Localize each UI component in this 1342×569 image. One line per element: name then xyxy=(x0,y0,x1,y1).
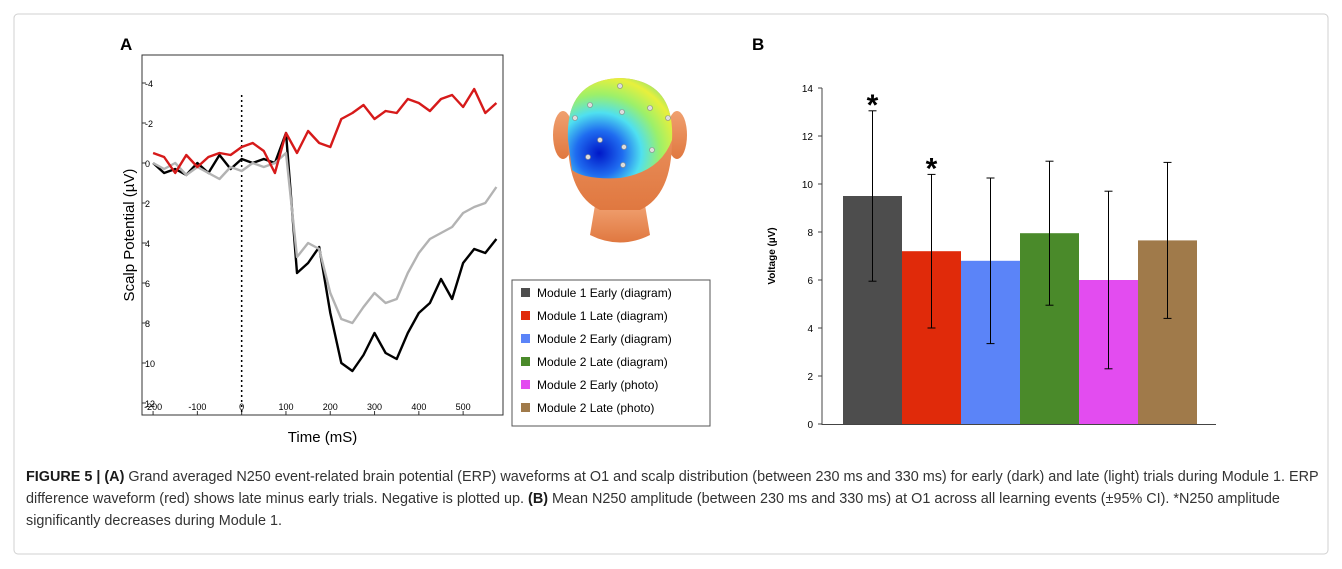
y-tick-label: 10 xyxy=(802,180,814,191)
panel-label: B xyxy=(752,35,764,54)
plot-frame xyxy=(142,55,503,415)
y-tick-label: 0 xyxy=(145,159,150,169)
panel-label: A xyxy=(120,35,132,54)
y-tick-label: 8 xyxy=(145,319,150,329)
y-tick-label: 14 xyxy=(802,84,814,95)
legend-label: Module 2 Late (diagram) xyxy=(537,355,668,369)
plot-area xyxy=(153,89,496,371)
legend-label: Module 1 Early (diagram) xyxy=(537,286,672,300)
figure: A Scalp Potential (µV) Time (mS) -4 -2 0 2 4 6 8 1… xyxy=(0,0,1342,569)
legend-swatch xyxy=(521,403,530,412)
x-tick-label: -100 xyxy=(188,402,206,412)
y-tick-label: 6 xyxy=(145,279,150,289)
legend-label: Module 2 Early (diagram) xyxy=(537,332,672,346)
caption-text: FIGURE 5 | xyxy=(26,469,104,485)
y-tick-label: 8 xyxy=(807,228,813,239)
legend-swatch xyxy=(521,288,530,297)
y-axis-label: Scalp Potential (µV) xyxy=(121,169,138,302)
y-tick-label: 4 xyxy=(145,239,150,249)
waveform xyxy=(153,133,496,371)
y-tick-label: -4 xyxy=(145,79,153,89)
y-tick-label: -2 xyxy=(145,119,153,129)
legend-swatch xyxy=(521,357,530,366)
waveform xyxy=(153,89,496,173)
x-tick-label: 200 xyxy=(323,402,338,412)
legend-swatch xyxy=(521,311,530,320)
legend-label: Module 1 Late (diagram) xyxy=(537,309,668,323)
y-axis-label: Voltage (µV) xyxy=(767,227,778,284)
legend-swatch xyxy=(521,380,530,389)
caption-text: (B) xyxy=(528,491,548,507)
caption-text: (A) xyxy=(104,469,124,485)
significance-marker: * xyxy=(926,152,938,185)
x-tick-label: -200 xyxy=(144,402,162,412)
legend-swatch xyxy=(521,334,530,343)
y-tick-label: 2 xyxy=(807,372,813,383)
scalp-map xyxy=(553,78,687,243)
y-tick-label: 10 xyxy=(145,359,155,369)
x-tick-label: 500 xyxy=(456,402,471,412)
y-tick-label: 12 xyxy=(802,132,814,143)
y-tick-label: 4 xyxy=(807,324,813,335)
x-tick-label: 400 xyxy=(411,402,426,412)
x-axis-label: Time (mS) xyxy=(288,429,357,446)
y-tick-label: 6 xyxy=(807,276,813,287)
x-tick-label: 300 xyxy=(367,402,382,412)
waveform xyxy=(153,153,496,323)
significance-marker: * xyxy=(867,89,879,122)
y-tick-label: 0 xyxy=(807,420,813,431)
legend-label: Module 2 Early (photo) xyxy=(537,378,658,392)
x-tick-label: 100 xyxy=(278,402,293,412)
caption: FIGURE 5 | (A) Grand averaged N250 event… xyxy=(26,466,1322,532)
y-tick-label: 2 xyxy=(145,199,150,209)
legend-label: Module 2 Late (photo) xyxy=(537,401,654,415)
